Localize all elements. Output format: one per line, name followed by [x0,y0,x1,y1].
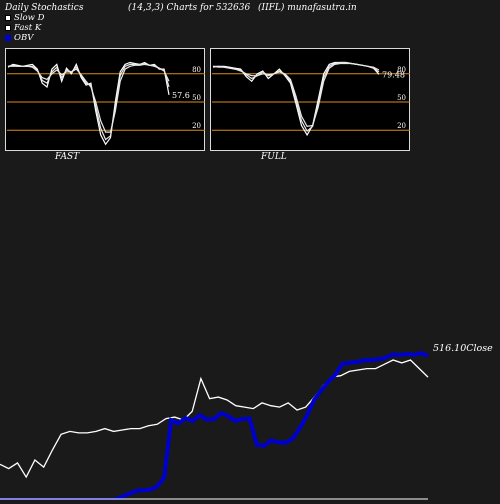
fast-series-line-2 [8,63,170,133]
chart-title: Daily Stochastics [5,3,84,13]
legend-swatch-slow-d [5,15,11,21]
legend-item-fast-k: Fast K [5,23,44,33]
full-panel-label: FULL [261,152,287,162]
fast-stochastic-panel: 80 50 20 57.6 [5,48,205,151]
legend-label-slow-d: Slow D [14,13,45,23]
close-price-label: 516.10Close [433,343,493,354]
legend-label-fast-k: Fast K [14,23,42,33]
chart-symbol: (IIFL) munafasutra.in [258,3,357,13]
chart-params: (14,3,3) Charts for 532636 [128,3,251,13]
full-last-value-label: 79.48 [382,70,405,79]
fast-tick-label-50: 50 [192,94,201,102]
legend-item-slow-d: Slow D [5,13,44,23]
full-tick-label-50: 50 [397,94,406,102]
full-tick-label-20: 20 [397,122,406,130]
legend-swatch-fast-k [5,25,11,31]
fast-last-value-label: 57.6 [172,91,190,100]
obv-chart-area [0,300,500,502]
full-stochastic-panel: 80 50 20 79.48 [210,48,410,151]
legend-item-obv: OBV [5,33,44,43]
legend: Slow D Fast K OBV [5,13,44,43]
legend-label-obv: OBV [14,33,34,43]
fast-stochastic-chart: 80 50 20 57.6 [7,61,205,146]
full-tick-label-80: 80 [397,66,406,74]
obv-chart [0,350,429,502]
fast-tick-label-20: 20 [192,122,201,130]
full-series-line-2 [212,62,380,128]
fast-panel-label: FAST [55,152,80,162]
fast-tick-label-80: 80 [192,66,201,74]
obv-line [0,350,429,502]
legend-swatch-obv [5,35,11,41]
full-stochastic-chart: 80 50 20 79.48 [212,61,410,137]
close-price-line [0,359,429,479]
fast-series-line-0 [7,61,170,146]
